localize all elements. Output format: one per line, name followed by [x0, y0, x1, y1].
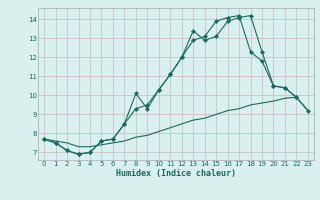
- X-axis label: Humidex (Indice chaleur): Humidex (Indice chaleur): [116, 169, 236, 178]
